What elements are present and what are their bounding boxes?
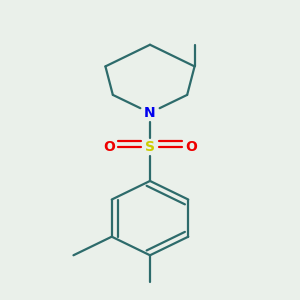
Text: N: N — [144, 106, 156, 120]
Text: O: O — [103, 140, 115, 154]
Text: O: O — [185, 140, 197, 154]
Text: S: S — [145, 140, 155, 154]
